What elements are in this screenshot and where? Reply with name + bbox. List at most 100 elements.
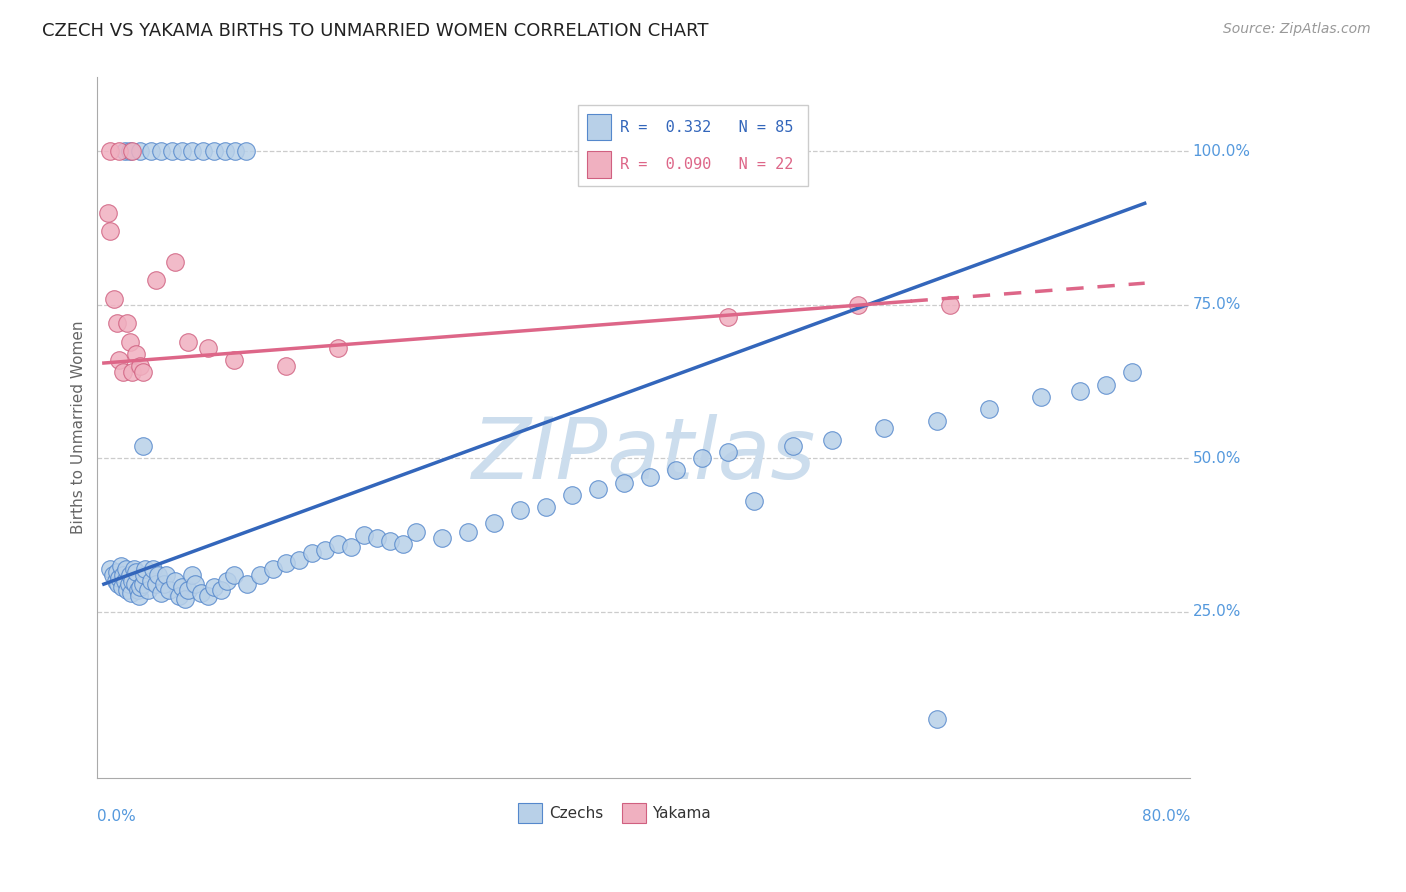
Point <box>129 580 152 594</box>
Point <box>132 439 155 453</box>
Point <box>117 583 139 598</box>
Point <box>236 577 259 591</box>
Point <box>821 433 844 447</box>
Point <box>938 298 960 312</box>
Point <box>640 469 662 483</box>
Text: 25.0%: 25.0% <box>1192 604 1240 619</box>
Point <box>204 144 226 158</box>
Point <box>98 144 121 158</box>
Point <box>1094 377 1116 392</box>
Point <box>204 580 226 594</box>
Point <box>112 365 135 379</box>
Point <box>692 451 714 466</box>
Text: Source: ZipAtlas.com: Source: ZipAtlas.com <box>1223 22 1371 37</box>
Point <box>509 503 531 517</box>
Bar <box>517 804 543 823</box>
Point <box>150 144 173 158</box>
Point <box>222 568 245 582</box>
Point <box>665 463 688 477</box>
Text: 80.0%: 80.0% <box>1142 809 1191 824</box>
Point <box>114 574 136 588</box>
Point <box>977 402 1000 417</box>
Point <box>145 273 167 287</box>
Point <box>160 144 183 158</box>
Point <box>173 592 195 607</box>
Point <box>214 144 236 158</box>
Point <box>235 144 257 158</box>
Point <box>121 144 143 158</box>
Point <box>197 590 219 604</box>
Point <box>124 577 146 591</box>
Text: 75.0%: 75.0% <box>1192 297 1240 312</box>
Point <box>118 144 141 158</box>
Point <box>717 144 740 158</box>
Text: R =  0.090   N = 22: R = 0.090 N = 22 <box>620 157 793 172</box>
Point <box>105 565 128 579</box>
Point <box>181 144 204 158</box>
Point <box>224 144 246 158</box>
Point <box>150 586 173 600</box>
Point <box>118 334 141 349</box>
Point <box>366 531 388 545</box>
Text: ZIPatlas: ZIPatlas <box>471 414 815 497</box>
Text: 50.0%: 50.0% <box>1192 450 1240 466</box>
Point <box>145 577 167 591</box>
Point <box>111 580 134 594</box>
Point <box>873 420 896 434</box>
Point <box>136 583 159 598</box>
Point <box>155 568 177 582</box>
Point <box>118 568 141 582</box>
Point <box>217 574 239 588</box>
Point <box>134 568 156 582</box>
Point <box>1029 390 1052 404</box>
Bar <box>621 804 645 823</box>
Point <box>405 524 427 539</box>
Point <box>181 568 204 582</box>
Point <box>117 577 139 591</box>
Point <box>98 224 121 238</box>
Point <box>122 562 145 576</box>
Point <box>301 546 323 560</box>
Point <box>288 552 311 566</box>
Point <box>586 482 609 496</box>
Text: 0.0%: 0.0% <box>97 809 136 824</box>
Point <box>340 541 363 555</box>
Point <box>103 292 125 306</box>
Point <box>139 144 162 158</box>
Point <box>98 562 121 576</box>
Point <box>157 583 180 598</box>
Point <box>132 365 155 379</box>
Text: 100.0%: 100.0% <box>1192 144 1250 159</box>
Point <box>1069 384 1091 398</box>
Point <box>782 439 804 453</box>
Point <box>717 445 740 459</box>
Point <box>326 537 349 551</box>
Point <box>169 590 191 604</box>
Point <box>190 586 212 600</box>
Point <box>107 577 129 591</box>
Point <box>457 524 479 539</box>
Text: Yakama: Yakama <box>652 805 711 821</box>
Text: Czechs: Czechs <box>548 805 603 821</box>
Point <box>314 543 336 558</box>
Point <box>482 516 505 530</box>
Point <box>97 205 120 219</box>
Point <box>613 475 636 490</box>
Point <box>128 590 150 604</box>
Point <box>132 577 155 591</box>
Point <box>378 534 401 549</box>
Point <box>110 558 132 573</box>
Point <box>392 537 415 551</box>
Point <box>925 712 948 726</box>
Point <box>170 144 193 158</box>
Point <box>353 528 375 542</box>
Point <box>108 144 131 158</box>
Point <box>139 574 162 588</box>
Point <box>112 568 135 582</box>
Point <box>117 316 139 330</box>
Point <box>121 365 143 379</box>
Point <box>848 298 870 312</box>
Point <box>184 577 207 591</box>
Point <box>121 574 143 588</box>
Point <box>129 359 152 373</box>
